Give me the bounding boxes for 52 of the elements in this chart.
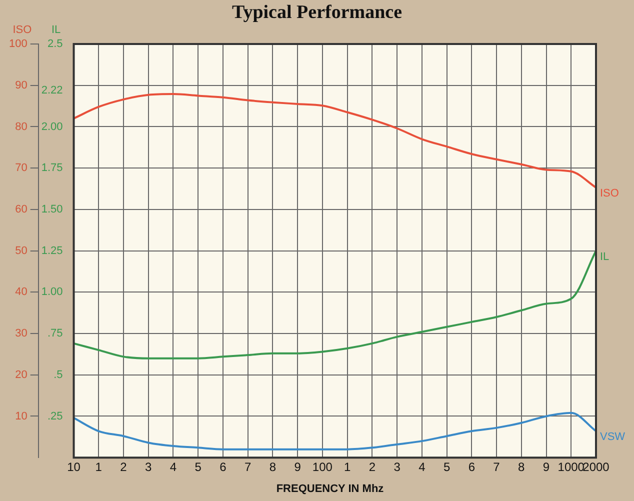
y2-axis-title: IL	[51, 24, 61, 36]
x-tick-label: 1	[95, 460, 102, 474]
y-tick-label: 80	[15, 120, 28, 133]
y2-tick-label: 1.00	[41, 286, 63, 298]
y2-tick-label: 2.5	[47, 38, 63, 50]
x-tick-label: 2000	[582, 460, 610, 474]
y-tick-label: 40	[15, 286, 28, 298]
x-tick-label: 5	[443, 460, 450, 474]
x-tick-label: 3	[394, 460, 401, 474]
x-tick-label: 6	[468, 460, 476, 474]
y-tick-label: 50	[15, 244, 28, 257]
series-label: IL	[600, 250, 610, 263]
y2-tick-label: .25	[47, 410, 63, 422]
y-tick-label: 10	[15, 410, 28, 422]
y2-tick-label: 1.75	[41, 162, 63, 174]
y-tick-label: 100	[8, 38, 28, 50]
y-axis-title: ISO	[12, 24, 32, 36]
x-tick-label: 7	[493, 460, 500, 474]
y-tick-label: 20	[15, 368, 28, 381]
line-series	[72, 93, 597, 189]
chart-title: Typical Performance	[230, 2, 404, 24]
x-tick-label: 5	[194, 460, 202, 474]
y2-tick-label: 2.00	[41, 120, 63, 133]
series-label: VSW	[600, 431, 626, 444]
x-tick-label: 4	[170, 460, 177, 474]
x-tick-label: 8	[269, 460, 276, 474]
x-tick-label: 10	[67, 460, 81, 474]
x-tick-label: 7	[244, 460, 252, 474]
x-tick-label: 9	[542, 460, 550, 474]
y2-tick-label: 2.22	[41, 84, 63, 96]
y-tick-label: 30	[15, 328, 28, 340]
y-tick-label: 90	[15, 79, 28, 92]
x-axis-title: FREQUENCY IN Mhz	[275, 483, 385, 495]
x-tick-label: 1	[344, 460, 351, 474]
series-label: ISO	[600, 188, 620, 200]
y-tick-label: 70	[15, 162, 28, 174]
x-tick-label: 3	[145, 460, 152, 474]
y2-tick-label: .75	[47, 328, 63, 340]
x-tick-label: 8	[518, 460, 526, 474]
x-tick-label: 2	[368, 460, 376, 474]
y2-tick-label: .5	[54, 368, 63, 381]
x-tick-label: 9	[294, 460, 302, 474]
x-tick-label: 6	[220, 460, 227, 474]
y2-tick-label: 1.50	[41, 203, 63, 216]
x-tick-label: 100	[312, 460, 333, 474]
x-tick-label: 2	[120, 460, 128, 474]
y2-tick-label: 1.25	[41, 244, 63, 257]
y-tick-label: 60	[15, 203, 28, 216]
x-tick-label: 4	[418, 460, 426, 474]
line-series	[72, 250, 597, 360]
x-tick-label: 1000	[558, 460, 585, 474]
line-series	[72, 412, 597, 450]
